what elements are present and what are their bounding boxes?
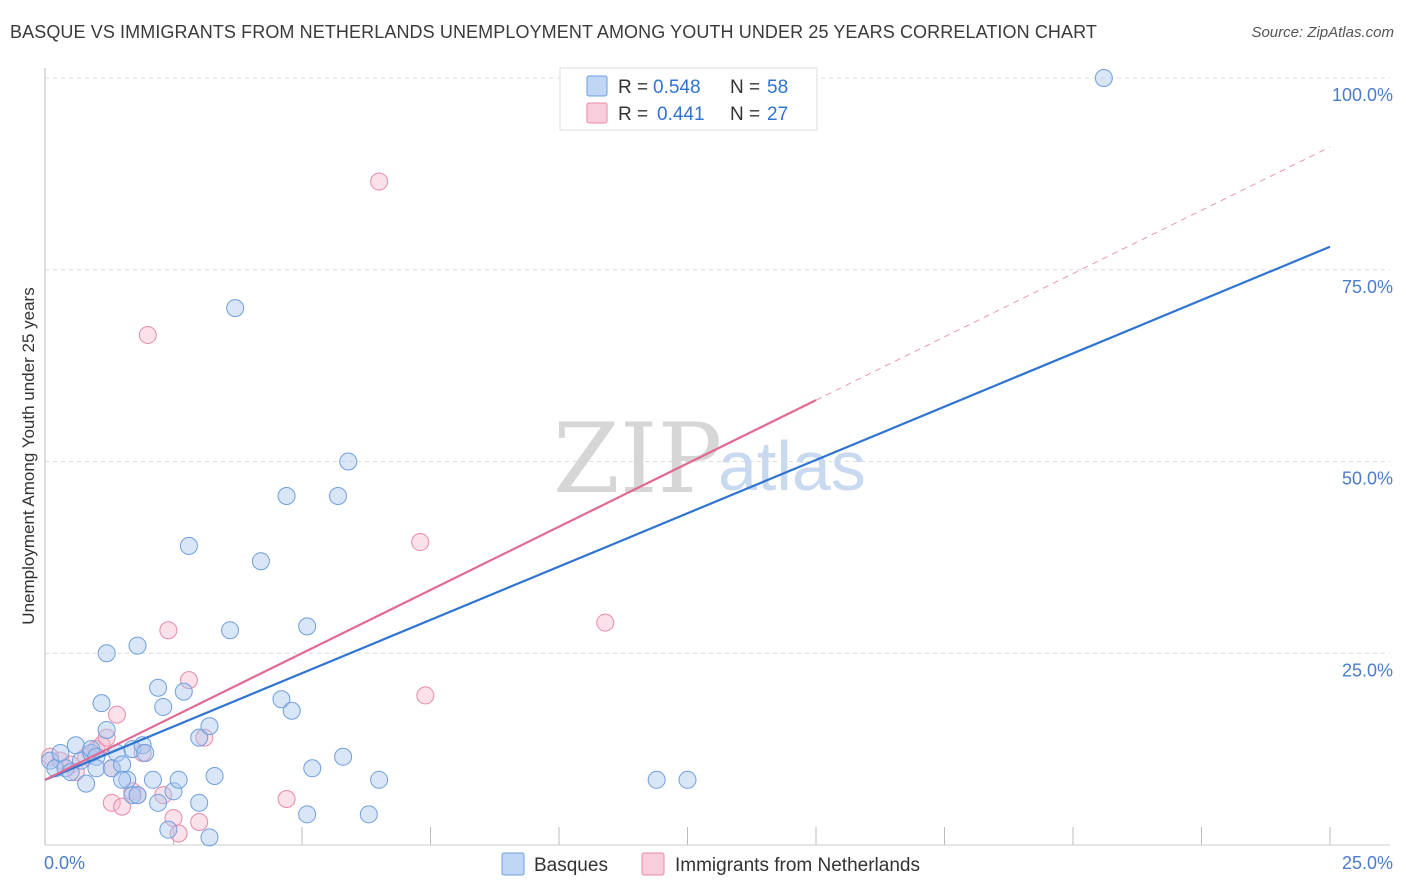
basques-point (298, 805, 317, 824)
basques-point (113, 770, 132, 789)
netherlands-trend-line (44, 399, 817, 781)
axes (44, 68, 1390, 846)
basques-point (97, 720, 116, 739)
legend-n-value-basques: 58 (767, 77, 788, 98)
legend-swatch-netherlands (586, 102, 608, 124)
gridlines (45, 77, 1390, 654)
basques-point (174, 682, 193, 701)
y-axis-label: Unemployment Among Youth under 25 years (19, 287, 38, 624)
basques-point (190, 793, 209, 812)
basques-point (339, 452, 358, 471)
watermark-atlas: atlas (718, 427, 866, 505)
legend-swatch-netherlands-bottom (641, 852, 665, 876)
netherlands-point (107, 705, 126, 724)
correlation-legend: R = 0.548 N = 58 R = 0.441 N = 27 (559, 67, 818, 131)
legend-n-value-netherlands: 27 (767, 104, 788, 125)
basques-point (221, 621, 240, 640)
netherlands-point (113, 797, 132, 816)
netherlands-point (411, 533, 430, 552)
netherlands-point (277, 789, 296, 808)
legend-label-netherlands: Immigrants from Netherlands (675, 855, 920, 876)
basques-point (251, 552, 270, 571)
basques-point (113, 755, 132, 774)
basques-point (128, 636, 147, 655)
basques-point (328, 487, 347, 506)
basques-point (51, 743, 70, 762)
legend-r-value-netherlands: 0.441 (657, 104, 705, 125)
netherlands-point (138, 325, 157, 344)
netherlands-point (190, 812, 209, 831)
basques-point (149, 793, 168, 812)
basques-point (143, 770, 162, 789)
legend-swatch-basques (586, 75, 608, 97)
y-tick-label: 100.0% (1332, 85, 1393, 105)
basques-point (272, 690, 291, 709)
chart-title: BASQUE VS IMMIGRANTS FROM NETHERLANDS UN… (10, 22, 1098, 42)
netherlands-point (370, 172, 389, 191)
netherlands-point (159, 621, 178, 640)
basques-point (200, 717, 219, 736)
y-tick-label: 75.0% (1342, 277, 1393, 297)
legend-r-value-basques: 0.548 (653, 77, 701, 98)
x-tick-labels: 0.0% 25.0% (44, 853, 1393, 873)
series-legend: Basques Immigrants from Netherlands (501, 852, 920, 876)
basques-point (92, 694, 111, 713)
basques-point (66, 736, 85, 755)
basques-point (678, 770, 697, 789)
basques-points (41, 69, 1113, 847)
basques-point (298, 617, 317, 636)
legend-r-label-basques: R = (618, 77, 648, 98)
basques-point (370, 770, 389, 789)
basques-point (359, 805, 378, 824)
basques-point (303, 759, 322, 778)
basques-point (169, 770, 188, 789)
basques-point (97, 644, 116, 663)
basques-point (128, 786, 147, 805)
trend-lines (44, 146, 1331, 781)
legend-swatch-basques-bottom (501, 852, 525, 876)
legend-n-label-basques: N = (730, 77, 760, 98)
legend-label-basques: Basques (534, 855, 608, 876)
basques-point (136, 743, 155, 762)
basques-point (190, 728, 209, 747)
basques-point (647, 770, 666, 789)
legend-r-label-netherlands: R = (618, 104, 648, 125)
basques-point (282, 701, 301, 720)
netherlands-point (195, 728, 214, 747)
y-tick-labels: 25.0% 50.0% 75.0% 100.0% (1332, 85, 1393, 680)
netherlands-point (179, 671, 198, 690)
basques-point (226, 299, 245, 318)
basques-point (164, 782, 183, 801)
netherlands-point (102, 793, 121, 812)
x-tick-label: 25.0% (1342, 853, 1393, 873)
basques-point (179, 536, 198, 555)
basques-point (277, 487, 296, 506)
netherlands-point (416, 686, 435, 705)
y-tick-label: 25.0% (1342, 660, 1393, 680)
basques-point (159, 820, 178, 839)
netherlands-point (97, 728, 116, 747)
source-label: Source: ZipAtlas.com (1251, 24, 1394, 41)
netherlands-point (41, 747, 60, 766)
basques-point (154, 697, 173, 716)
basques-point (1094, 69, 1113, 87)
basques-trend-line (44, 245, 1331, 781)
basques-point (205, 766, 224, 785)
basques-point (87, 759, 106, 778)
y-tick-label: 50.0% (1342, 469, 1393, 489)
netherlands-point (596, 613, 615, 632)
x-tick-label: 0.0% (44, 853, 85, 873)
basques-point (334, 747, 353, 766)
legend-n-label-netherlands: N = (730, 104, 760, 125)
basques-point (102, 759, 121, 778)
basques-point (123, 786, 142, 805)
basques-point (77, 774, 96, 793)
basques-point (200, 828, 219, 847)
basques-point (149, 678, 168, 697)
netherlands-trend-extension (815, 146, 1331, 401)
netherlands-point (169, 824, 188, 843)
